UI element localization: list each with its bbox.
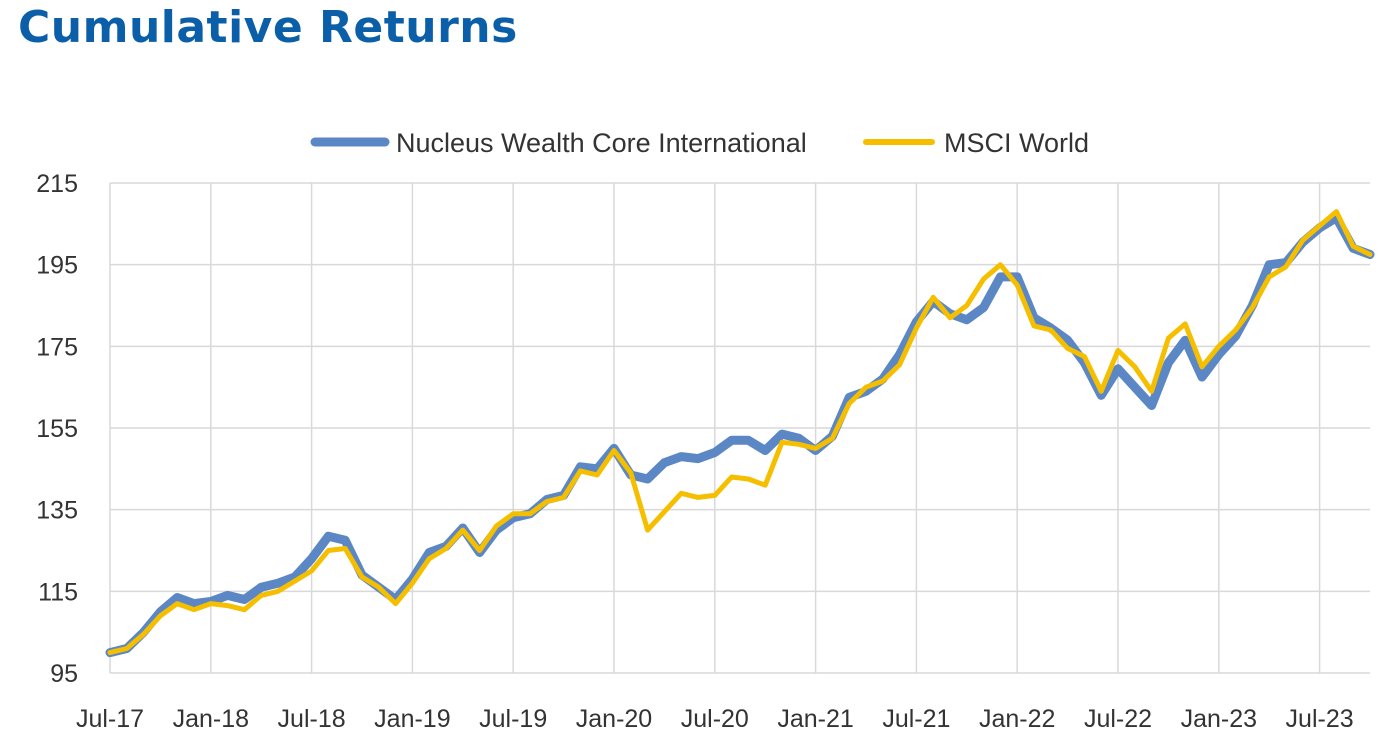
series-line-nucleus: [105, 213, 1375, 658]
legend-label-nucleus: Nucleus Wealth Core International: [396, 128, 807, 158]
x-tick-label: Jan-18: [173, 705, 249, 733]
chart-title: Cumulative Returns: [18, 2, 518, 53]
x-tick-label: Jul-21: [882, 705, 950, 733]
x-tick-label: Jan-19: [374, 705, 450, 733]
y-tick-label: 115: [38, 578, 78, 606]
y-tick-label: 175: [36, 333, 78, 361]
y-tick-label: 155: [36, 415, 78, 443]
x-tick-label: Jan-23: [1181, 705, 1257, 733]
series-lines: [105, 209, 1375, 658]
y-axis-ticks: 95 115 135 155 175 195 215: [36, 170, 78, 688]
x-tick-label: Jul-20: [681, 705, 749, 733]
x-tick-label: Jan-21: [777, 705, 853, 733]
x-tick-label: Jul-18: [278, 705, 346, 733]
legend: Nucleus Wealth Core International MSCI W…: [310, 128, 1089, 158]
x-tick-label: Jul-23: [1286, 705, 1354, 733]
y-tick-label: 215: [36, 170, 78, 198]
y-tick-label: 135: [36, 497, 78, 525]
gridlines: [109, 182, 1370, 674]
series-line-msci: [107, 209, 1373, 656]
x-tick-label: Jan-22: [979, 705, 1055, 733]
y-tick-label: 195: [36, 252, 78, 280]
x-axis-ticks: Jul-17 Jan-18 Jul-18 Jan-19 Jul-19 Jan-20 Jul-…: [76, 705, 1354, 733]
x-tick-label: Jul-22: [1084, 705, 1152, 733]
y-tick-label: 95: [50, 660, 78, 688]
x-tick-label: Jul-19: [479, 705, 547, 733]
x-tick-label: Jul-17: [76, 705, 144, 733]
legend-label-msci: MSCI World: [944, 128, 1089, 158]
x-tick-label: Jan-20: [576, 705, 652, 733]
